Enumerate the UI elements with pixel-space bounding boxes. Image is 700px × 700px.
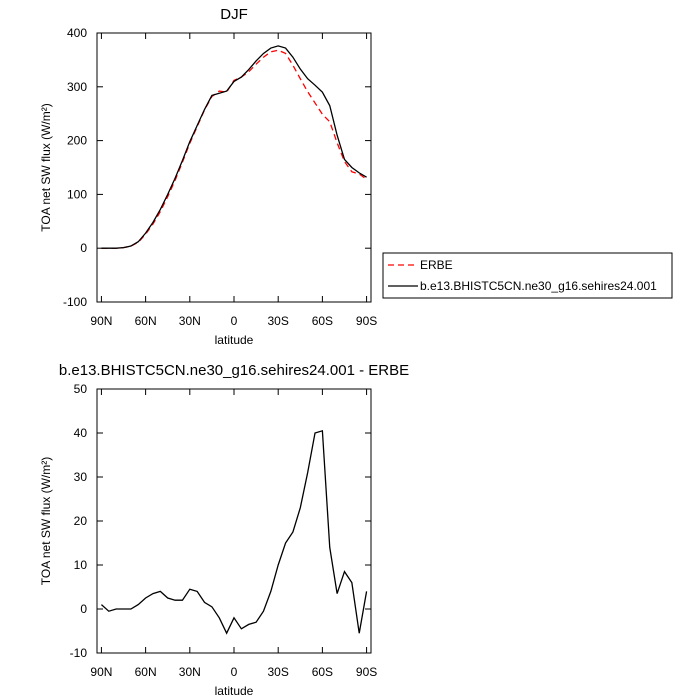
- x-axis-label: latitude: [215, 684, 254, 698]
- y-tick-label: 40: [74, 426, 88, 440]
- y-tick-label: 30: [74, 470, 88, 484]
- y-tick-label: 200: [67, 134, 87, 148]
- y-tick-label: 10: [74, 558, 88, 572]
- y-tick-label: 400: [67, 26, 87, 40]
- x-tick-label: 90N: [90, 314, 112, 328]
- x-tick-label: 60N: [135, 665, 157, 679]
- x-tick-label: 60S: [312, 314, 333, 328]
- y-tick-label: 300: [67, 80, 87, 94]
- y-tick-label: 20: [74, 514, 88, 528]
- y-tick-label: -10: [70, 646, 88, 660]
- x-tick-label: 30N: [179, 665, 201, 679]
- y-tick-label: 0: [80, 602, 87, 616]
- plot-frame: [96, 388, 372, 654]
- x-tick-label: 0: [231, 665, 238, 679]
- x-tick-label: 90S: [356, 665, 377, 679]
- data-line: [101, 45, 367, 249]
- legend-label: ERBE: [420, 258, 453, 272]
- x-tick-label: 60N: [135, 314, 157, 328]
- x-tick-label: 0: [231, 314, 238, 328]
- x-tick-label: 30N: [179, 314, 201, 328]
- x-tick-label: 30S: [268, 314, 289, 328]
- y-axis-label: TOA net SW flux (W/m²): [39, 457, 53, 585]
- chart-title: DJF: [220, 6, 248, 23]
- chart-title: b.e13.BHISTC5CN.ne30_g16.sehires24.001 -…: [59, 362, 409, 379]
- x-axis-label: latitude: [215, 333, 254, 347]
- x-tick-label: 90S: [356, 314, 377, 328]
- y-tick-label: -100: [63, 295, 87, 309]
- x-tick-label: 90N: [90, 665, 112, 679]
- data-line: [100, 429, 368, 635]
- y-axis-label: TOA net SW flux (W/m²): [39, 103, 53, 231]
- y-tick-label: 100: [67, 187, 87, 201]
- data-line: [101, 49, 367, 249]
- x-tick-label: 30S: [268, 665, 289, 679]
- plot-frame: [96, 32, 372, 303]
- y-tick-label: 0: [80, 241, 87, 255]
- x-tick-label: 60S: [312, 665, 333, 679]
- legend-label: b.e13.BHISTC5CN.ne30_g16.sehires24.001: [420, 279, 657, 293]
- y-tick-label: 50: [74, 382, 88, 396]
- legend-box: [382, 252, 673, 299]
